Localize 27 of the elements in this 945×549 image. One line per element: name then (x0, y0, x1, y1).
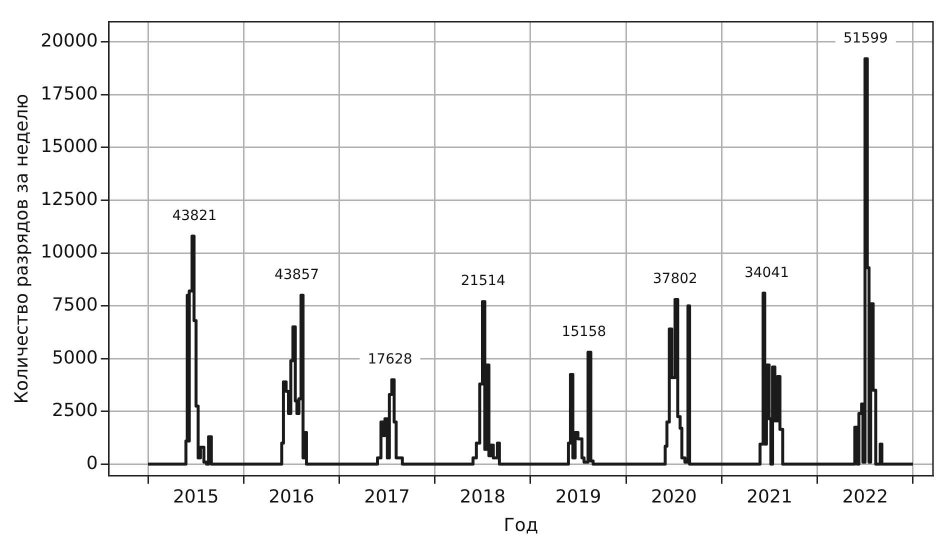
y-tick-label: 15000 (40, 136, 98, 158)
annotation: 17628 (368, 351, 412, 368)
y-tick-label: 20000 (40, 30, 98, 52)
y-tick-label: 10000 (40, 242, 98, 263)
annotation: 37802 (652, 271, 698, 288)
y-tick-label: 0 (86, 452, 98, 474)
y-tick-label: 7500 (52, 294, 98, 316)
x-tick-label: 2021 (746, 486, 792, 508)
x-tick-label: 2018 (460, 486, 506, 508)
y-tick-label: 17500 (40, 83, 98, 104)
x-tick-label: 2016 (268, 486, 314, 508)
y-tick-label: 12500 (40, 188, 98, 210)
y-axis-title: Количество разрядов за неделю (11, 94, 32, 404)
x-tick-label: 2017 (364, 486, 410, 508)
annotation: 15158 (562, 324, 606, 340)
annotation: 51599 (843, 30, 888, 46)
annotation: 43821 (172, 208, 217, 224)
annotation: 34041 (744, 264, 789, 281)
x-tick-label: 2019 (555, 486, 602, 508)
y-tick-label: 5000 (52, 347, 98, 368)
x-tick-label: 2015 (172, 486, 219, 508)
y-tick-label: 2500 (52, 400, 98, 422)
annotation: 43857 (274, 266, 320, 283)
annotation: 21514 (460, 273, 506, 290)
x-tick-label: 2022 (842, 486, 888, 508)
x-tick-label: 2020 (650, 486, 697, 508)
x-axis-title: Год (504, 514, 538, 536)
